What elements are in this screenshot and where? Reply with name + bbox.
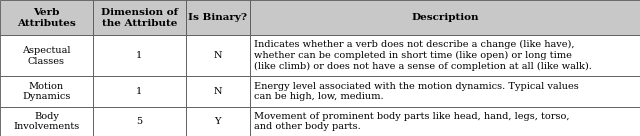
Bar — [250, 0, 640, 35]
Bar — [186, 76, 250, 107]
Text: Y: Y — [214, 117, 221, 126]
Text: Description: Description — [411, 13, 479, 22]
Text: 1: 1 — [136, 87, 142, 96]
Text: 5: 5 — [136, 117, 142, 126]
Text: Body
Involvements: Body Involvements — [13, 112, 79, 131]
Text: Movement of prominent body parts like head, hand, legs, torso,
and other body pa: Movement of prominent body parts like he… — [254, 112, 570, 131]
Text: Is Binary?: Is Binary? — [188, 13, 247, 22]
Bar — [0, 107, 93, 136]
Bar — [250, 76, 640, 107]
Text: N: N — [213, 87, 222, 96]
Text: N: N — [213, 51, 222, 60]
Bar — [186, 35, 250, 76]
Bar — [186, 0, 250, 35]
Bar — [93, 107, 186, 136]
Bar — [0, 0, 93, 35]
Bar — [0, 35, 93, 76]
Bar — [186, 107, 250, 136]
Text: Motion
Dynamics: Motion Dynamics — [22, 82, 70, 101]
Text: Energy level associated with the motion dynamics. Typical values
can be high, lo: Energy level associated with the motion … — [254, 82, 579, 101]
Text: Indicates whether a verb does not describe a change (like have),
whether can be : Indicates whether a verb does not descri… — [254, 40, 592, 71]
Bar — [93, 76, 186, 107]
Text: Verb
Attributes: Verb Attributes — [17, 8, 76, 28]
Bar — [250, 107, 640, 136]
Text: Aspectual
Classes: Aspectual Classes — [22, 46, 70, 66]
Text: Dimension of
the Attribute: Dimension of the Attribute — [100, 8, 178, 28]
Bar — [250, 35, 640, 76]
Bar — [0, 76, 93, 107]
Bar — [93, 0, 186, 35]
Bar — [93, 35, 186, 76]
Text: 1: 1 — [136, 51, 142, 60]
